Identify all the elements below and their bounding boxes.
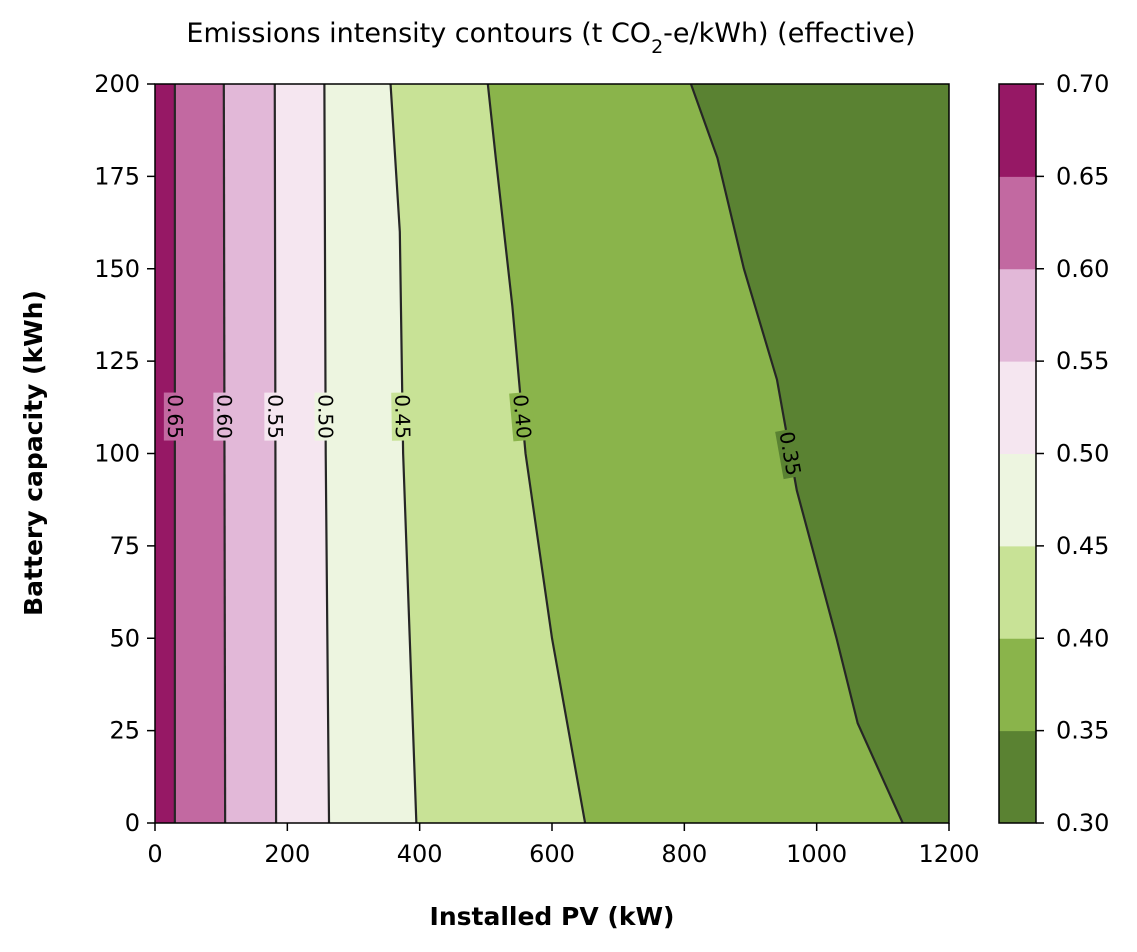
contour-band-0.55-0.60 bbox=[223, 84, 277, 823]
colorbar-tick-label: 0.55 bbox=[1056, 347, 1109, 375]
contour-label-0.45: 0.45 bbox=[390, 392, 415, 441]
chart-title: Emissions intensity contours (t CO2-e/kW… bbox=[186, 18, 915, 58]
colorbar-tick-label: 0.70 bbox=[1056, 70, 1109, 98]
colorbar-tick-label: 0.45 bbox=[1056, 532, 1109, 560]
contour-line-0.55 bbox=[273, 84, 278, 823]
colorbar-segment bbox=[999, 545, 1036, 639]
contour-label-0.55: 0.55 bbox=[263, 392, 287, 441]
contour-label-text: 0.50 bbox=[313, 394, 337, 439]
y-tick-label: 0 bbox=[125, 809, 140, 837]
contour-label-0.65: 0.65 bbox=[163, 392, 187, 441]
colorbar-segment bbox=[999, 176, 1036, 270]
colorbar-tick-label: 0.40 bbox=[1056, 624, 1109, 652]
x-tick-label: 600 bbox=[529, 840, 575, 868]
x-tick-label: 400 bbox=[397, 840, 443, 868]
y-tick-label: 50 bbox=[109, 624, 140, 652]
x-axis: 0 200 400 600 800 1000 1200 bbox=[147, 823, 980, 868]
contour-line-0.60 bbox=[222, 84, 227, 823]
x-tick-label: 200 bbox=[264, 840, 310, 868]
colorbar-segment bbox=[999, 361, 1036, 454]
x-axis-label: Installed PV (kW) bbox=[430, 902, 675, 931]
title-suffix: -e/kWh) (effective) bbox=[663, 18, 915, 49]
contour-label-0.50: 0.50 bbox=[313, 392, 338, 441]
contour-fill-bands bbox=[155, 84, 949, 823]
title-prefix: Emissions intensity contours (t CO bbox=[186, 18, 651, 49]
y-axis: 0 25 50 75 100 125 150 175 200 bbox=[94, 70, 155, 837]
contour-label-text: 0.55 bbox=[263, 394, 287, 439]
contour-label-background bbox=[509, 391, 536, 442]
x-tick-label: 0 bbox=[147, 840, 162, 868]
colorbar-tick-label: 0.50 bbox=[1056, 440, 1109, 468]
contour-line-labels: 0.350.400.450.500.550.600.65 bbox=[163, 391, 806, 480]
contour-label-background bbox=[264, 392, 287, 441]
contour-label-background bbox=[213, 392, 236, 441]
contour-line-0.50 bbox=[323, 84, 331, 823]
colorbar-tick-label: 0.60 bbox=[1056, 255, 1109, 283]
x-tick-label: 1000 bbox=[786, 840, 847, 868]
colorbar-segment bbox=[999, 730, 1036, 824]
y-tick-label: 200 bbox=[94, 70, 140, 98]
contour-line-0.45 bbox=[389, 84, 418, 823]
contour-label-text: 0.60 bbox=[212, 394, 236, 439]
y-tick-label: 25 bbox=[109, 717, 140, 745]
y-axis-label: Battery capacity (kWh) bbox=[19, 290, 48, 616]
y-tick-label: 100 bbox=[94, 440, 140, 468]
colorbar-segment bbox=[999, 84, 1036, 177]
y-tick-label: 175 bbox=[94, 162, 140, 190]
contour-band-0.65-0.70 bbox=[155, 84, 176, 823]
y-tick-label: 150 bbox=[94, 255, 140, 283]
contour-band-0.60-0.65 bbox=[174, 84, 226, 823]
x-tick-label: 800 bbox=[661, 840, 707, 868]
colorbar-tick-label: 0.35 bbox=[1056, 717, 1109, 745]
title-subscript: 2 bbox=[651, 36, 663, 58]
contour-label-text: 0.45 bbox=[390, 394, 415, 439]
colorbar: 0.30 0.35 0.40 0.45 0.50 0.55 0.60 0.65 0.70 bbox=[998, 70, 1109, 837]
contour-label-text: 0.40 bbox=[508, 393, 536, 439]
contour-label-0.60: 0.60 bbox=[212, 392, 236, 441]
x-tick-label: 1200 bbox=[918, 840, 979, 868]
y-tick-label: 125 bbox=[94, 347, 140, 375]
y-tick-label: 75 bbox=[109, 532, 140, 560]
contour-label-background bbox=[391, 392, 414, 441]
colorbar-segment bbox=[999, 453, 1036, 547]
contour-label-background bbox=[314, 392, 337, 441]
contour-label-text: 0.65 bbox=[163, 394, 187, 439]
colorbar-tick-label: 0.30 bbox=[1056, 809, 1109, 837]
colorbar-segment bbox=[999, 268, 1036, 362]
contour-label-background bbox=[163, 392, 186, 441]
contour-label-background bbox=[775, 427, 806, 480]
colorbar-segment bbox=[999, 638, 1036, 732]
colorbar-tick-label: 0.65 bbox=[1056, 162, 1109, 190]
contour-label-0.40: 0.40 bbox=[508, 391, 536, 442]
contour-line-0.40 bbox=[486, 84, 587, 823]
contour-band-0.50-0.55 bbox=[274, 84, 330, 823]
